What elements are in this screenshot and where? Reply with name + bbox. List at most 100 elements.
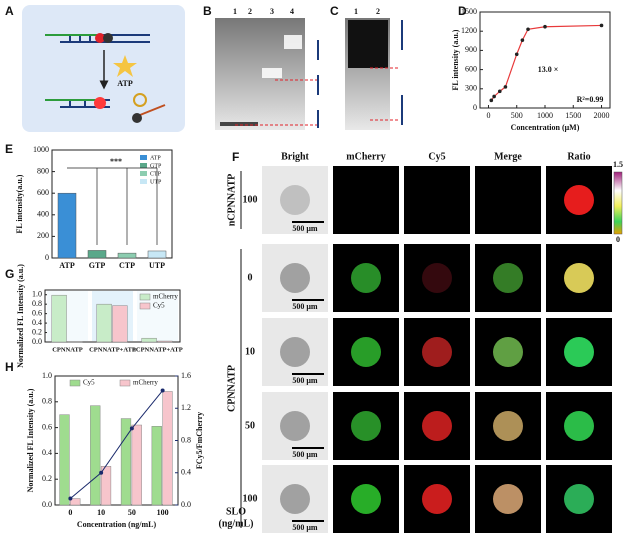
legend-label: mCherry (133, 379, 158, 387)
lane-label: 2 (376, 7, 380, 16)
row-label: 10 (245, 346, 255, 357)
y-tick-label: 800 (37, 166, 49, 175)
point (526, 27, 530, 32)
y2-tick-label: 0.4 (181, 468, 191, 477)
x-tick-label: 0 (68, 508, 72, 517)
dashed-arrow (235, 67, 400, 126)
lane-label: 1 (354, 7, 358, 16)
y-tick-label: 1.0 (42, 371, 52, 380)
quencher (103, 33, 113, 43)
x-tick-label: nCPNNATP+ATP (132, 346, 182, 353)
x-tick-label: 1000 (537, 111, 553, 120)
spheroid (351, 484, 381, 514)
y-tick-label: 0.6 (32, 308, 42, 317)
group-label: CPNNATP (226, 365, 237, 412)
legend-swatch (140, 171, 147, 176)
spheroid (280, 484, 310, 514)
fluorophore (94, 97, 106, 109)
point (520, 38, 525, 42)
y-tick-label: 0.4 (32, 318, 42, 327)
lane-label: 2 (248, 7, 252, 16)
x-axis-label: Concentration (μM) (511, 123, 580, 132)
spheroid (422, 411, 452, 441)
spheroid (493, 411, 523, 441)
legend-swatch (140, 155, 147, 160)
lane-label: 3 (270, 7, 274, 16)
row-label: 0 (248, 272, 253, 283)
bar (131, 424, 142, 506)
plot-frame (51, 149, 173, 259)
bar (87, 250, 107, 259)
x-tick-label: ATP (59, 261, 75, 270)
annotation: R²=0.99 (577, 95, 604, 104)
x-tick-label: 1500 (565, 111, 581, 120)
spheroid (422, 337, 452, 367)
y-tick-label: 1500 (461, 7, 477, 16)
ratio-point (160, 388, 165, 393)
band (262, 68, 282, 78)
ratio-line (70, 390, 164, 499)
legend-label: CTP (150, 171, 162, 177)
bar (151, 426, 162, 506)
spheroid (422, 263, 452, 293)
y-tick-label: 0.8 (42, 397, 52, 406)
x-tick-label: 100 (157, 508, 169, 517)
legend-swatch (139, 302, 151, 310)
bar (157, 340, 173, 343)
x-tick-label: 10 (97, 508, 105, 517)
legend-label: ATP (150, 155, 161, 161)
quencher (132, 113, 142, 123)
fit-line (490, 24, 602, 101)
panel-label: B (203, 4, 212, 18)
spheroid (280, 411, 310, 441)
legend-label: GTP (150, 163, 162, 169)
scale-bar-label: 500 μm (292, 376, 318, 385)
atp-label: ATP (117, 79, 133, 88)
legend-swatch (69, 379, 81, 387)
y-tick-label: 400 (37, 210, 49, 219)
legend-label: Cy5 (83, 379, 95, 387)
bar (112, 305, 128, 343)
x-tick-label: 50 (128, 508, 136, 517)
spheroid (280, 185, 310, 215)
y-tick-label: 0.6 (42, 422, 52, 431)
lane-label: 4 (290, 7, 294, 16)
y-tick-label: 0 (473, 103, 477, 112)
spheroid (564, 263, 594, 293)
point (543, 24, 547, 29)
y-tick-label: 0.2 (42, 474, 52, 483)
panel-label: H (5, 360, 14, 374)
y-axis-label: FL intensity (a.u.) (451, 29, 460, 90)
y-tick-label: 1.0 (32, 290, 42, 299)
legend-swatch (119, 379, 131, 387)
bar (90, 405, 101, 506)
spheroid (493, 484, 523, 514)
y-axis-label: FL intensity(a.u.) (15, 174, 24, 233)
spheroid (493, 337, 523, 367)
annotation: 13.0 × (538, 65, 559, 74)
band (220, 122, 258, 126)
unit-label: SLO (226, 506, 246, 517)
y2-tick-label: 0.0 (181, 500, 191, 509)
bar (147, 250, 167, 259)
spheroid (564, 185, 594, 215)
strand-icon (317, 20, 403, 128)
row-label: 50 (245, 420, 255, 431)
scheme: ATP (22, 5, 185, 132)
x-tick-label: UTP (149, 261, 165, 270)
point (492, 94, 496, 99)
spheroid (493, 263, 523, 293)
x-tick-label: 2000 (594, 111, 610, 120)
bar (141, 337, 157, 343)
legend-swatch (140, 163, 147, 168)
panel-label: F (232, 150, 239, 164)
spheroid (422, 484, 452, 514)
y-tick-label: 0.8 (32, 299, 42, 308)
scale-bar-label: 500 μm (292, 224, 318, 233)
scale-bar-label: 500 μm (292, 302, 318, 311)
x-tick-label: GTP (89, 261, 106, 270)
significance-bracket (67, 167, 158, 245)
x-tick-label: 500 (511, 111, 523, 120)
spheroid (564, 411, 594, 441)
bar (120, 418, 132, 506)
